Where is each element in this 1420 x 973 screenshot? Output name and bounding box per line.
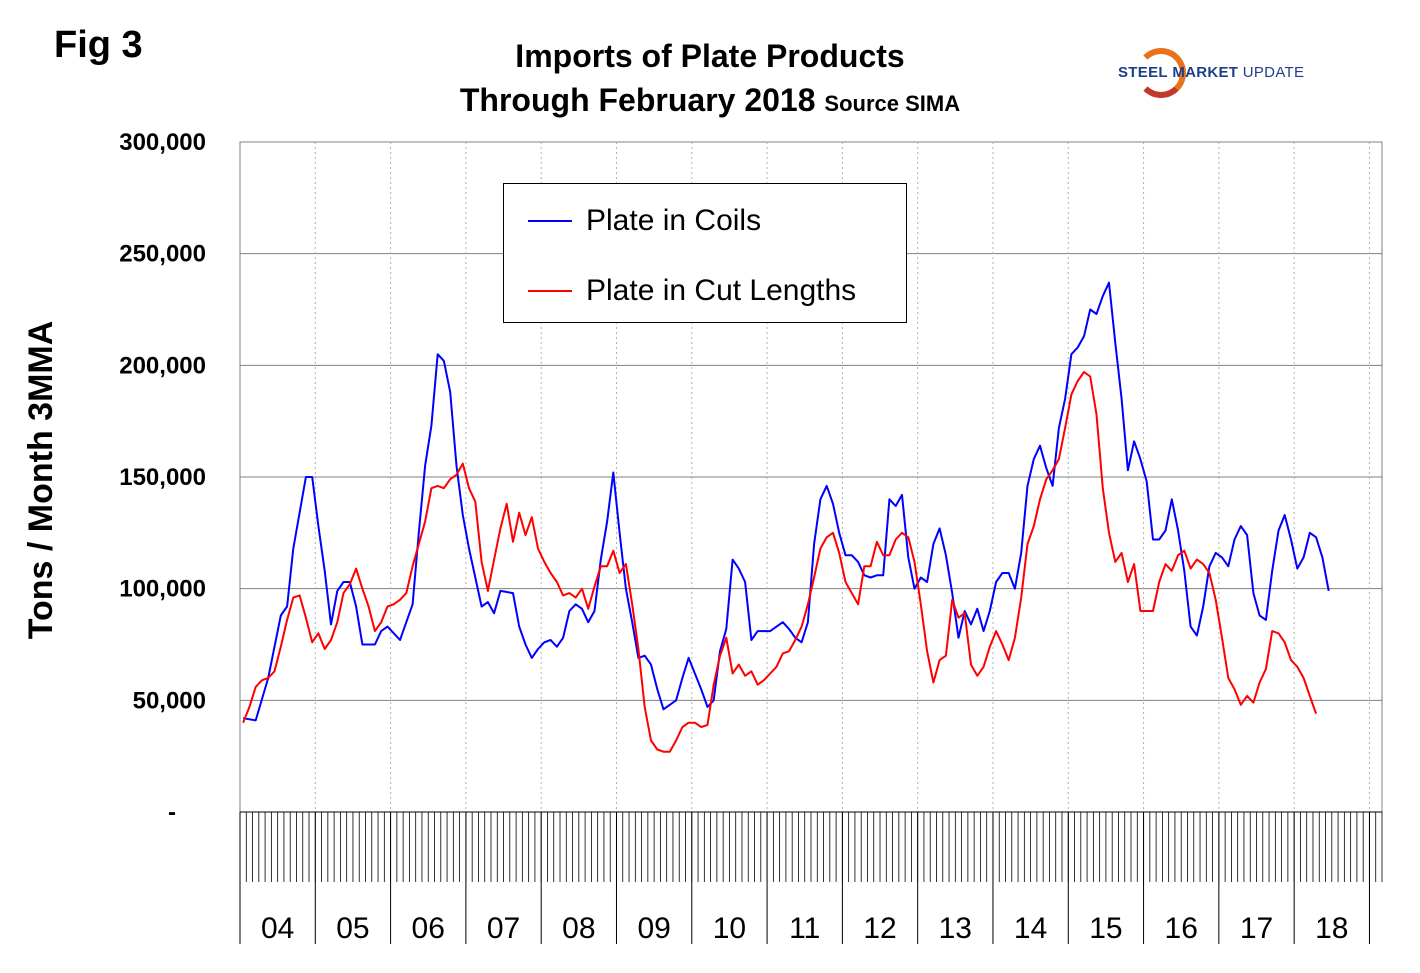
logo-word-update: UPDATE <box>1242 64 1305 81</box>
series-layer <box>242 281 1330 753</box>
legend-swatch-cut-lengths <box>528 290 572 292</box>
y-tick-label: 250,000 <box>119 241 206 268</box>
x-category-label: 15 <box>1089 912 1122 945</box>
chart-title-period: Through February 2018 <box>459 82 816 118</box>
logo-text: STEEL MARKET UPDATE <box>1118 64 1304 81</box>
chart-title-source: Source SIMA <box>824 91 961 116</box>
x-category-label: 09 <box>637 912 670 945</box>
x-category-label: 14 <box>1014 912 1047 945</box>
x-category-label: 10 <box>713 912 746 945</box>
figure-label: Fig 3 <box>54 24 143 66</box>
legend-item-cut-lengths: Plate in Cut Lengths <box>528 274 857 307</box>
x-category-label: 04 <box>261 912 294 945</box>
chart-title-line1: Imports of Plate Products <box>515 38 905 74</box>
series-line-plate-in-cut-lengths <box>242 371 1318 753</box>
x-category-label: 13 <box>939 912 972 945</box>
legend-label-coils: Plate in Coils <box>586 204 762 237</box>
y-tick-label: 200,000 <box>119 352 206 379</box>
y-tick-label: 50,000 <box>133 687 206 714</box>
x-category-label: 18 <box>1315 912 1348 945</box>
logo-word-steel: STEEL <box>1118 64 1168 81</box>
legend-swatch-coils <box>528 220 572 222</box>
x-category-label: 11 <box>789 912 820 945</box>
x-category-label: 06 <box>412 912 445 945</box>
x-category-label: 16 <box>1165 912 1198 945</box>
legend-label-cut-lengths: Plate in Cut Lengths <box>586 274 857 307</box>
y-tick-label: 300,000 <box>119 129 206 156</box>
axis-layer: - 50,000 100,000 150,000 200,000 250,000 300,0… <box>119 129 1383 945</box>
x-category-label: 12 <box>863 912 896 945</box>
x-category-label: 17 <box>1240 912 1273 945</box>
x-category-label: 07 <box>487 912 520 945</box>
x-category-label: 08 <box>562 912 595 945</box>
logo-word-market: MARKET <box>1172 64 1239 81</box>
y-tick-label: - <box>168 799 176 826</box>
legend-item-coils: Plate in Coils <box>528 204 762 237</box>
y-axis-label: Tons / Month 3MMA <box>22 321 60 640</box>
legend: Plate in Coils Plate in Cut Lengths <box>503 183 907 323</box>
y-tick-label: 100,000 <box>119 576 206 603</box>
chart-title-line2: Through February 2018 Source SIMA <box>360 82 1060 119</box>
x-category-label: 05 <box>336 912 369 945</box>
series-line-plate-in-coils <box>242 281 1330 722</box>
logo-ring-icon <box>1136 48 1186 98</box>
steel-market-update-logo: STEEL MARKET UPDATE <box>1112 48 1342 108</box>
y-tick-label: 150,000 <box>119 464 206 491</box>
